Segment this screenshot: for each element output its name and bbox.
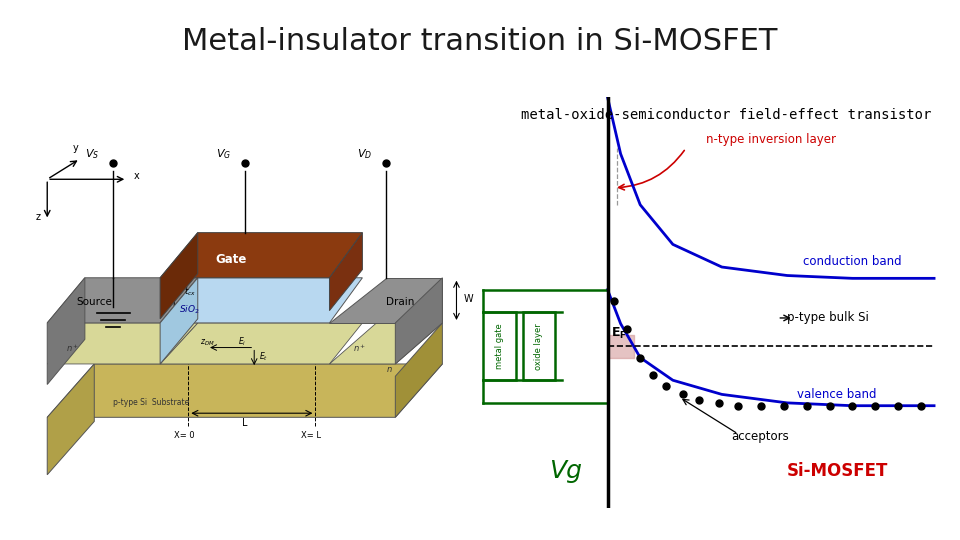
Text: Drain: Drain bbox=[386, 298, 414, 307]
Text: metal-oxide-semiconductor field-effect transistor: metal-oxide-semiconductor field-effect t… bbox=[521, 108, 931, 122]
Text: Si-MOSFET: Si-MOSFET bbox=[787, 462, 889, 480]
Polygon shape bbox=[47, 364, 443, 417]
Point bbox=[868, 401, 883, 410]
Polygon shape bbox=[396, 278, 443, 364]
Point bbox=[731, 401, 746, 410]
Text: $V_D$: $V_D$ bbox=[357, 147, 372, 160]
Point bbox=[619, 325, 635, 334]
Text: y: y bbox=[73, 143, 79, 153]
Text: Vg: Vg bbox=[549, 459, 582, 483]
Text: $t_{cx}$: $t_{cx}$ bbox=[183, 285, 196, 298]
Text: L: L bbox=[242, 417, 248, 428]
Text: conduction band: conduction band bbox=[804, 255, 902, 268]
Polygon shape bbox=[160, 233, 198, 319]
Text: valence band: valence band bbox=[797, 388, 876, 401]
Point bbox=[845, 401, 860, 410]
Text: $E_i$: $E_i$ bbox=[238, 335, 246, 348]
Text: X= 0: X= 0 bbox=[174, 431, 195, 440]
Text: $n^+$: $n^+$ bbox=[66, 342, 80, 354]
Polygon shape bbox=[47, 364, 94, 475]
Polygon shape bbox=[329, 278, 443, 323]
Text: acceptors: acceptors bbox=[732, 430, 789, 443]
Point bbox=[633, 353, 648, 362]
Polygon shape bbox=[160, 278, 198, 364]
Text: $V_S$: $V_S$ bbox=[84, 147, 99, 160]
Text: n-type inversion layer: n-type inversion layer bbox=[706, 133, 835, 146]
Point bbox=[711, 399, 727, 407]
Text: Gate: Gate bbox=[215, 253, 247, 266]
Text: $n^+$: $n^+$ bbox=[353, 342, 367, 354]
Point bbox=[691, 396, 707, 404]
Polygon shape bbox=[47, 278, 84, 384]
Polygon shape bbox=[47, 278, 198, 323]
Polygon shape bbox=[160, 323, 363, 364]
Point bbox=[891, 401, 906, 410]
Polygon shape bbox=[160, 278, 363, 323]
Polygon shape bbox=[396, 323, 443, 417]
Text: metal gate: metal gate bbox=[495, 323, 504, 369]
Text: W: W bbox=[464, 294, 473, 305]
Text: $n$: $n$ bbox=[386, 365, 393, 374]
Point bbox=[822, 401, 837, 410]
Point bbox=[777, 401, 792, 410]
Polygon shape bbox=[160, 233, 363, 278]
Polygon shape bbox=[329, 323, 443, 364]
Text: Source: Source bbox=[77, 298, 112, 307]
Text: z: z bbox=[36, 212, 40, 222]
Text: $SiO_2$: $SiO_2$ bbox=[179, 303, 200, 316]
Bar bbox=[522, 312, 555, 380]
Bar bbox=[484, 312, 516, 380]
Point bbox=[659, 382, 674, 390]
Polygon shape bbox=[329, 233, 363, 310]
Text: Metal-insulator transition in Si-MOSFET: Metal-insulator transition in Si-MOSFET bbox=[182, 27, 778, 56]
Point bbox=[754, 401, 769, 410]
Point bbox=[645, 370, 660, 379]
Text: X= L: X= L bbox=[301, 431, 322, 440]
Point bbox=[675, 390, 690, 399]
Text: p-type Si  Substrate: p-type Si Substrate bbox=[113, 398, 189, 407]
Polygon shape bbox=[47, 323, 198, 364]
Point bbox=[607, 296, 622, 305]
Point bbox=[799, 401, 814, 410]
Text: x: x bbox=[133, 171, 139, 181]
Text: $z_{DM}$: $z_{DM}$ bbox=[200, 338, 215, 348]
Text: oxide layer: oxide layer bbox=[535, 323, 543, 370]
Text: $E_t$: $E_t$ bbox=[259, 351, 268, 363]
Point bbox=[913, 401, 928, 410]
Text: $\mathbf{E_F}$: $\mathbf{E_F}$ bbox=[611, 326, 627, 341]
Text: p-type bulk Si: p-type bulk Si bbox=[787, 312, 869, 325]
Text: $V_G$: $V_G$ bbox=[216, 147, 231, 160]
